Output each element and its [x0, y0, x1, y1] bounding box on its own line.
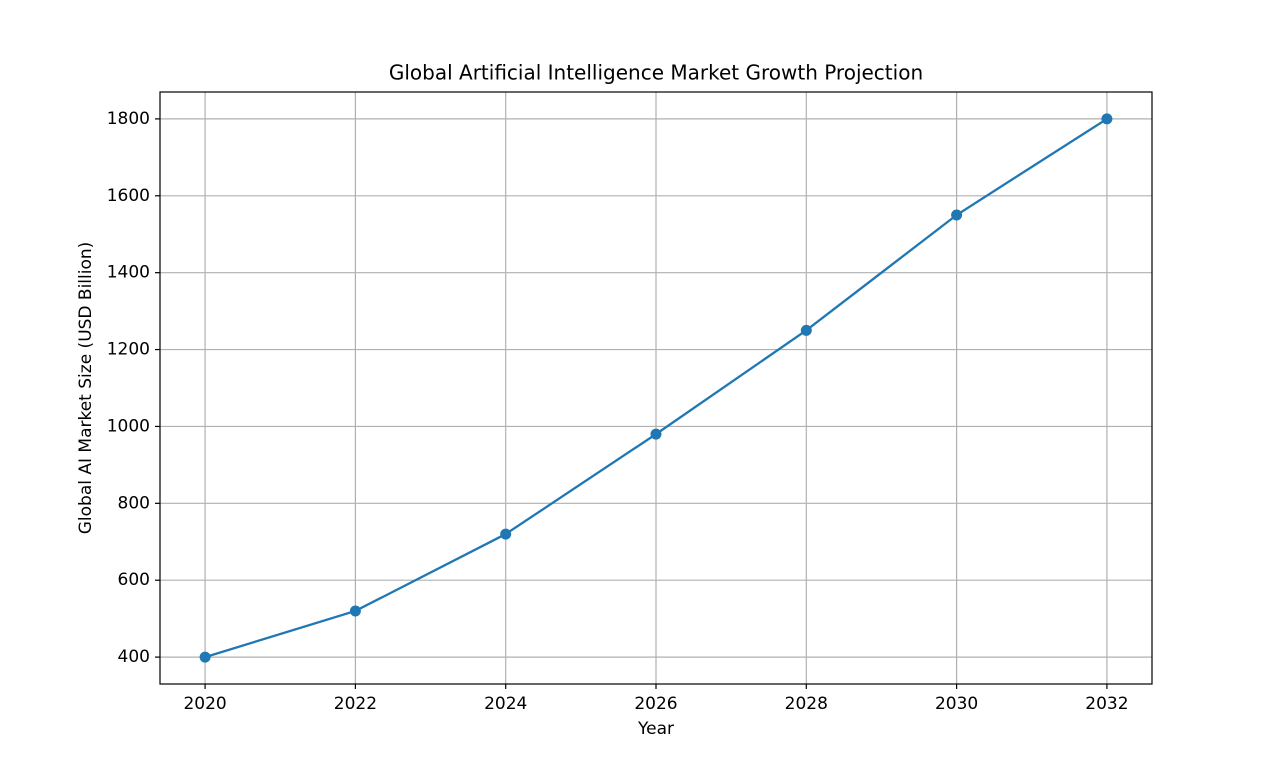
y-tick-label: 1200	[107, 340, 150, 360]
y-tick-label: 1400	[107, 263, 150, 283]
point	[500, 528, 512, 540]
point	[650, 428, 662, 440]
y-tick-label: 1600	[107, 186, 150, 206]
x-tick-label: 2024	[484, 694, 527, 714]
point	[800, 324, 812, 336]
y-tick-label: 1000	[107, 416, 150, 436]
point	[199, 651, 211, 663]
point	[951, 209, 963, 221]
point	[349, 605, 361, 617]
x-tick-label: 2032	[1085, 694, 1128, 714]
y-tick-label: 1800	[107, 109, 150, 129]
y-tick-label: 800	[118, 493, 150, 513]
x-tick-label: 2022	[334, 694, 377, 714]
plot-frame	[159, 91, 1153, 685]
y-tick-label: 400	[118, 647, 150, 667]
y-tick-label: 600	[118, 570, 150, 590]
x-tick-label: 2020	[183, 694, 226, 714]
point	[1101, 113, 1113, 125]
y-axis-label: Global AI Market Size (USD Billion)	[76, 242, 96, 535]
x-axis-label: Year	[637, 719, 674, 739]
x-tick-label: 2028	[785, 694, 828, 714]
x-tick-label: 2026	[634, 694, 677, 714]
x-tick-label: 2030	[935, 694, 978, 714]
chart-title: Global Artificial Intelligence Market Gr…	[389, 61, 923, 85]
